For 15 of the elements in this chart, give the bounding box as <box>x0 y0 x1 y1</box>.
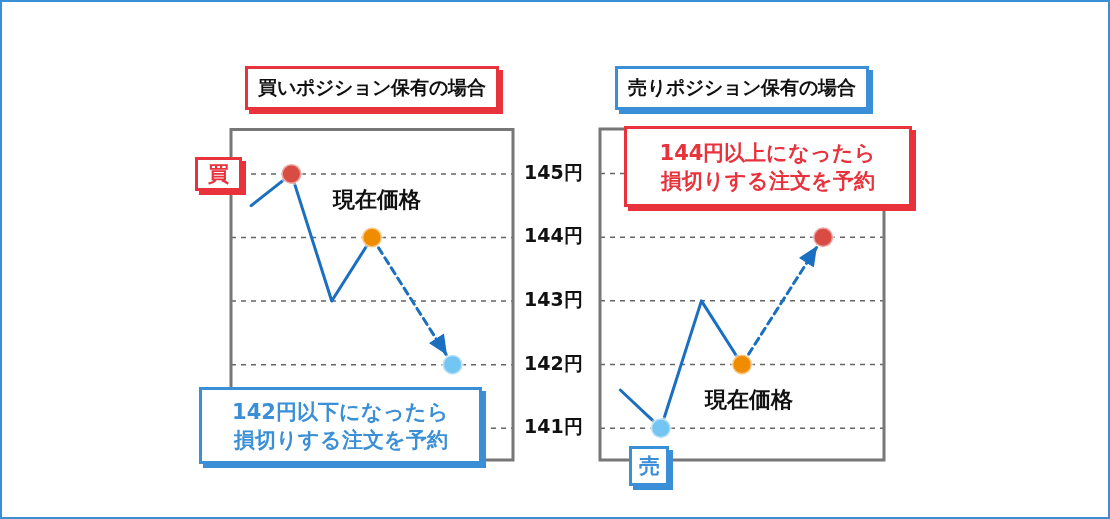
annotation: 現在価格 <box>331 186 422 214</box>
chart-title: 買いポジション保有の場合 <box>245 66 499 110</box>
annotation: 142円以下になったら損切りする注文を予約 <box>232 398 449 454</box>
y-tick-label: 145円 <box>524 160 583 183</box>
point <box>360 225 384 249</box>
y-tick-label: 142円 <box>524 351 583 374</box>
annotation: 144円以上になったら損切りする注文を予約 <box>659 139 877 195</box>
y-tick-label: 144円 <box>524 224 583 247</box>
point <box>279 162 303 186</box>
chart-title: 売りポジション保有の場合 <box>615 66 869 110</box>
y-tick-label: 143円 <box>524 288 583 310</box>
annotation: 現在価格 <box>703 386 794 414</box>
point <box>441 353 465 377</box>
y-tick-label: 141円 <box>524 415 583 438</box>
annotation: 売 <box>638 453 660 480</box>
